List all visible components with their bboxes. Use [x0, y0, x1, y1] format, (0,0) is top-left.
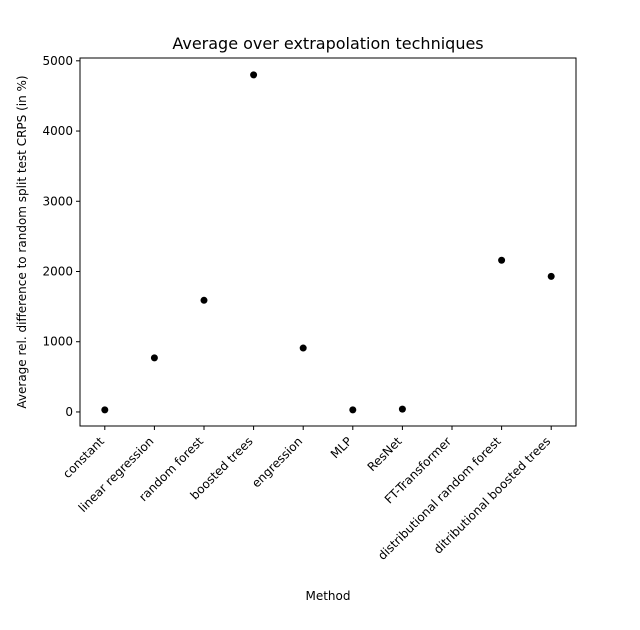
data-points [101, 71, 555, 414]
plot-area [79, 57, 577, 427]
data-point [349, 406, 357, 414]
chart-title: Average over extrapolation techniques [172, 34, 483, 53]
data-point [299, 344, 307, 352]
data-point [101, 406, 109, 414]
y-tick-label: 5000 [42, 54, 73, 68]
data-point [398, 405, 406, 413]
x-tick-label: MLP [328, 434, 355, 461]
x-tick-label: engression [249, 434, 305, 490]
y-tick-label: 4000 [42, 124, 73, 138]
y-tick-label: 3000 [42, 194, 73, 208]
y-tick-label: 0 [65, 405, 73, 419]
x-tick-label: ResNet [365, 434, 405, 474]
y-tick-label: 2000 [42, 264, 73, 278]
data-point [150, 354, 158, 362]
x-tick-label: constant [60, 434, 107, 481]
data-point [250, 71, 258, 79]
data-point [547, 272, 555, 280]
data-point [200, 296, 208, 304]
data-point [498, 256, 506, 264]
x-axis-label: Method [305, 589, 350, 603]
y-axis: 0 1000 2000 3000 4000 5000 [42, 54, 80, 419]
y-axis-label: Average rel. difference to random split … [15, 75, 29, 408]
y-tick-label: 1000 [42, 335, 73, 349]
